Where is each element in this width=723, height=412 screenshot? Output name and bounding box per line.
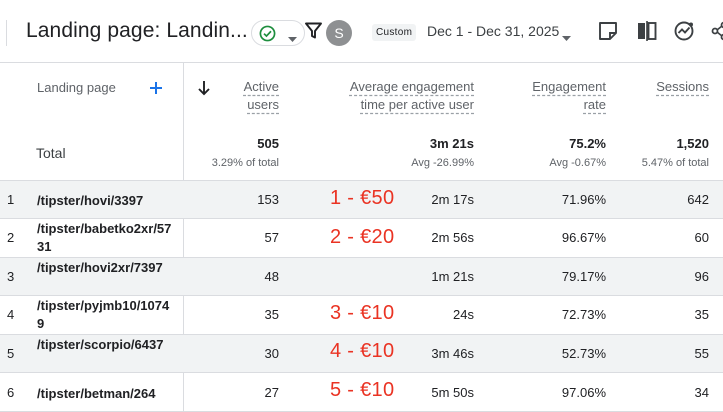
- engagement-rate-cell: 72.73%: [561, 307, 606, 322]
- row-index: 3: [7, 269, 15, 284]
- landing-page-link[interactable]: /tipster/babetko2xr/5731: [37, 221, 172, 254]
- avg-engagement-cell: 2m 17s: [431, 192, 474, 207]
- date-range-badge: Custom: [372, 24, 417, 41]
- engagement-rate-cell: 97.06%: [561, 385, 606, 400]
- header-line: Active: [243, 79, 279, 94]
- total-sessions-share: 5.47% of total: [641, 157, 709, 169]
- price-annotation: 1 - €50: [330, 187, 395, 209]
- active-users-cell: 27: [264, 385, 279, 400]
- total-active-users-share: 3.29% of total: [211, 157, 279, 169]
- header-line: users: [247, 97, 279, 112]
- report-toolbar: Landing page: Landin... S Custom Dec 1 -…: [0, 0, 723, 62]
- row-index: 2: [7, 230, 15, 245]
- table-row[interactable]: 5 /tipster/scorpio/6437 4 - €10 30 3m 46…: [0, 335, 723, 373]
- engagement-rate-cell: 96.67%: [561, 230, 606, 245]
- column-header-landing-page[interactable]: Landing page: [37, 80, 116, 95]
- total-engagement-rate-delta: Avg -0.67%: [549, 157, 606, 169]
- sessions-cell: 60: [694, 230, 709, 245]
- filter-icon[interactable]: [305, 22, 322, 45]
- active-users-cell: 35: [264, 307, 279, 322]
- row-index: 1: [7, 192, 15, 207]
- active-users-cell: 57: [264, 230, 279, 245]
- price-annotation: 4 - €10: [330, 340, 395, 362]
- toolbar-divider: [0, 62, 723, 63]
- table-row[interactable]: 3 /tipster/hovi2xr/7397 48 1m 21s 79.17%…: [0, 258, 723, 296]
- avg-engagement-cell: 1m 21s: [431, 269, 474, 284]
- sessions-cell: 642: [687, 192, 709, 207]
- avg-engagement-cell: 24s: [453, 307, 474, 322]
- price-annotation: 3 - €10: [330, 302, 395, 324]
- avg-engagement-cell: 2m 56s: [431, 230, 474, 245]
- status-chip[interactable]: [251, 20, 305, 46]
- sessions-cell: 55: [694, 346, 709, 361]
- total-active-users: 505: [257, 136, 279, 151]
- column-header-avg-engagement-time[interactable]: Average engagement time per active user: [300, 78, 474, 114]
- landing-page-link[interactable]: /tipster/hovi/3397: [37, 193, 144, 208]
- total-sessions: 1,520: [676, 136, 709, 151]
- column-divider: [183, 63, 184, 412]
- avatar[interactable]: S: [326, 20, 352, 46]
- table-row[interactable]: 2 /tipster/babetko2xr/5731 2 - €20 57 2m…: [0, 219, 723, 258]
- insights-icon[interactable]: [673, 20, 697, 44]
- compare-icon[interactable]: [636, 20, 660, 44]
- price-annotation: 5 - €10: [330, 379, 395, 401]
- share-icon[interactable]: [711, 20, 723, 44]
- sessions-cell: 35: [694, 307, 709, 322]
- engagement-rate-cell: 52.73%: [561, 346, 606, 361]
- avg-engagement-cell: 3m 46s: [431, 346, 474, 361]
- total-avg-engagement: 3m 21s: [429, 136, 474, 151]
- column-header-engagement-rate[interactable]: Engagement rate: [500, 78, 606, 114]
- active-users-cell: 48: [264, 269, 279, 284]
- engagement-rate-cell: 79.17%: [561, 269, 606, 284]
- engagement-rate-cell: 71.96%: [561, 192, 606, 207]
- row-index: 5: [7, 346, 15, 361]
- total-avg-engagement-delta: Avg -26.99%: [411, 157, 474, 169]
- chevron-down-icon[interactable]: [562, 29, 571, 47]
- landing-page-link[interactable]: /tipster/betman/264: [37, 386, 156, 401]
- price-annotation: 2 - €20: [330, 226, 395, 248]
- date-range-selector[interactable]: Dec 1 - Dec 31, 2025: [427, 23, 560, 39]
- table-row[interactable]: 1 /tipster/hovi/3397 1 - €50 153 2m 17s …: [0, 181, 723, 219]
- avg-engagement-cell: 5m 50s: [431, 385, 474, 400]
- table-row[interactable]: 4 /tipster/pyjmb10/10749 3 - €10 35 24s …: [0, 296, 723, 335]
- landing-page-link[interactable]: /tipster/hovi2xr/7397: [37, 260, 163, 275]
- sort-arrow-down-icon[interactable]: [197, 80, 211, 101]
- header-divider: [0, 180, 723, 181]
- page-title: Landing page: Landin...: [26, 19, 248, 42]
- active-users-cell: 30: [264, 346, 279, 361]
- landing-page-link[interactable]: /tipster/pyjmb10/10749: [37, 298, 170, 331]
- add-icon[interactable]: [149, 81, 163, 100]
- header-line: time per active user: [360, 97, 474, 112]
- active-users-cell: 153: [257, 192, 279, 207]
- toolbar-divider: [6, 20, 7, 46]
- check-circle-icon: [259, 25, 276, 47]
- header-line: Average engagement: [349, 79, 474, 94]
- header-line: Engagement: [532, 79, 606, 94]
- column-header-sessions[interactable]: Sessions: [620, 78, 709, 96]
- header-line: rate: [583, 97, 606, 112]
- total-label: Total: [36, 145, 66, 161]
- note-icon[interactable]: [597, 20, 621, 44]
- chevron-down-icon: [288, 30, 297, 48]
- column-header-active-users[interactable]: Active users: [200, 78, 279, 114]
- row-index: 4: [7, 307, 15, 322]
- header-line: Sessions: [656, 79, 709, 94]
- table-row[interactable]: 6 /tipster/betman/264 5 - €10 27 5m 50s …: [0, 373, 723, 412]
- sessions-cell: 96: [694, 269, 709, 284]
- row-index: 6: [7, 385, 15, 400]
- landing-page-link[interactable]: /tipster/scorpio/6437: [37, 337, 164, 352]
- total-engagement-rate: 75.2%: [569, 136, 606, 151]
- sessions-cell: 34: [694, 385, 709, 400]
